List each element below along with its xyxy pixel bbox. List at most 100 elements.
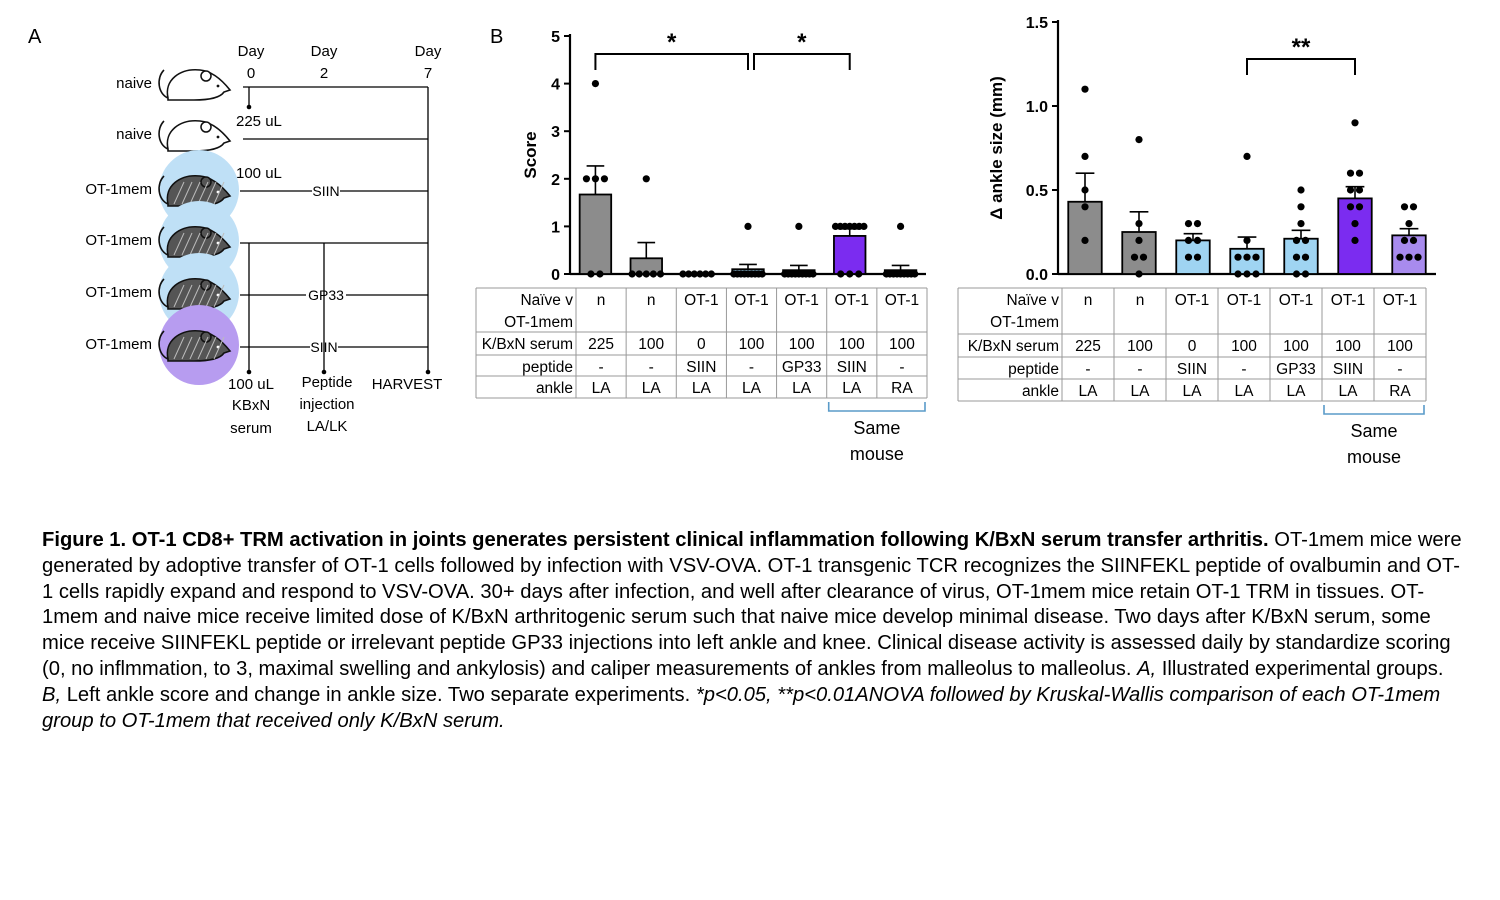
caption-text-a: Illustrated experimental groups. bbox=[1161, 657, 1444, 680]
data-point bbox=[1130, 253, 1139, 261]
mouse-icon bbox=[158, 330, 232, 362]
mouse-row-6: OT-1mem bbox=[85, 305, 239, 385]
table-cell: - bbox=[598, 359, 603, 376]
y-tick-label: 2 bbox=[551, 172, 560, 189]
group-table-score: Naïve v OT-1mem K/BxN serum peptide ankle n 22… bbox=[475, 287, 928, 464]
table-cell: SIIN bbox=[1177, 361, 1207, 378]
table-cell: 100 bbox=[638, 336, 664, 353]
data-point bbox=[1081, 186, 1089, 194]
mouse-row-label: naive bbox=[116, 126, 152, 143]
mouse-hatch bbox=[197, 336, 209, 360]
day2-label: Day bbox=[311, 43, 338, 60]
same-mouse-bracket bbox=[827, 402, 926, 412]
table-cell: LA bbox=[642, 380, 662, 397]
data-point bbox=[744, 222, 752, 230]
table-row-label: ankle bbox=[536, 380, 573, 397]
mouse-ear bbox=[200, 121, 212, 133]
table-cell: RA bbox=[1389, 383, 1411, 400]
mouse-hatch bbox=[213, 232, 225, 256]
table-cell: OT-1 bbox=[784, 292, 818, 309]
peptide-injection-line3: LA/LK bbox=[307, 418, 348, 435]
mouse-tail bbox=[158, 69, 169, 99]
data-point bbox=[1297, 220, 1305, 228]
data-point bbox=[1355, 169, 1364, 177]
y-tick-label: 3 bbox=[551, 124, 560, 141]
caption-stats: *p<0.05, **p<0.01ANOVA followed by Krusk… bbox=[42, 683, 1441, 732]
table-row-label: peptide bbox=[1008, 361, 1059, 378]
data-point bbox=[1346, 186, 1355, 194]
table-cell: SIIN bbox=[1333, 361, 1363, 378]
same-mouse-label-line2: mouse bbox=[850, 444, 904, 464]
significance-label: * bbox=[797, 29, 807, 56]
mouse-row-label: OT-1mem bbox=[85, 336, 152, 353]
table-cell: LA bbox=[792, 380, 812, 397]
ankle-size-chart: 0.0 0.5 1.0 1.5 Δ ankle size (mm) ** bbox=[987, 15, 1436, 284]
data-point bbox=[1184, 220, 1193, 228]
mouse-hatch bbox=[173, 284, 185, 308]
data-point bbox=[1405, 220, 1413, 228]
y-tick-label: 0 bbox=[551, 267, 560, 284]
mouse-hatch bbox=[197, 284, 209, 308]
data-point bbox=[1139, 253, 1148, 261]
mouse-icon bbox=[158, 69, 232, 101]
mouse-hatch bbox=[205, 284, 217, 308]
data-point bbox=[1301, 270, 1310, 278]
caption-text-b: Left ankle score and change in ankle siz… bbox=[66, 683, 691, 706]
mouse-ear bbox=[200, 70, 212, 82]
significance-label: ** bbox=[1292, 34, 1311, 61]
day7-number: 7 bbox=[424, 65, 432, 82]
caption-ref-a: A, bbox=[1137, 657, 1157, 680]
data-point bbox=[1081, 236, 1089, 244]
data-point bbox=[1184, 236, 1193, 244]
mouse-tail bbox=[158, 278, 169, 308]
data-point bbox=[1346, 169, 1355, 177]
table-cell: - bbox=[1241, 361, 1246, 378]
table-row-label: ankle bbox=[1022, 383, 1059, 400]
same-mouse-label-line2: mouse bbox=[1347, 447, 1401, 467]
harvest-label: HARVEST bbox=[372, 376, 443, 393]
y-tick-label: 1.0 bbox=[1026, 99, 1048, 116]
mouse-hatch bbox=[213, 336, 225, 360]
table-cell: 100 bbox=[1387, 338, 1413, 355]
table-cell: OT-1 bbox=[885, 292, 919, 309]
mouse-row-label: naive bbox=[116, 75, 152, 92]
table-cell: - bbox=[1085, 361, 1090, 378]
mouse-hatch bbox=[181, 284, 193, 308]
table-cell: GP33 bbox=[1276, 361, 1316, 378]
table-cell: 100 bbox=[739, 336, 765, 353]
data-point bbox=[685, 270, 693, 278]
table-cell: OT-1 bbox=[1331, 292, 1365, 309]
data-point bbox=[696, 270, 704, 278]
table-cell: 100 bbox=[839, 336, 865, 353]
table-cell: 100 bbox=[1283, 338, 1309, 355]
bar-4 bbox=[1229, 247, 1265, 275]
data-point bbox=[1297, 203, 1305, 211]
y-tick-label: 1.5 bbox=[1026, 15, 1048, 32]
figure-caption: Figure 1. OT-1 CD8+ TRM activation in jo… bbox=[42, 528, 1462, 734]
table-cell: OT-1 bbox=[684, 292, 718, 309]
table-cell: LA bbox=[842, 380, 862, 397]
data-point bbox=[1243, 152, 1251, 160]
data-point bbox=[1400, 236, 1409, 244]
table-row-label: Naïve v bbox=[1006, 292, 1059, 309]
data-point bbox=[1193, 253, 1202, 261]
data-point bbox=[591, 80, 600, 88]
panel-b-label: B bbox=[490, 26, 503, 48]
table-cell: OT-1 bbox=[1279, 292, 1313, 309]
peptide-injection-line1: Peptide bbox=[302, 374, 353, 391]
data-point bbox=[1351, 119, 1359, 127]
data-point bbox=[1193, 236, 1202, 244]
mouse-row-2: naive bbox=[116, 120, 232, 152]
serum-label-line2: KBxN bbox=[232, 397, 270, 414]
table-row-label: Naïve v bbox=[520, 292, 573, 309]
caption-body: OT-1mem mice were generated by adoptive … bbox=[42, 529, 1462, 680]
table-cell: n bbox=[647, 292, 656, 309]
table-cell: OT-1 bbox=[734, 292, 768, 309]
score-chart: B 0 1 2 3 4 5 Score * * bbox=[490, 26, 926, 284]
mouse-hatch bbox=[189, 181, 201, 205]
mouse-tail bbox=[158, 175, 169, 205]
timeline-dots bbox=[246, 104, 431, 375]
table-cell: LA bbox=[1287, 383, 1307, 400]
table-cell: SIIN bbox=[686, 359, 716, 376]
serum-label-line3: serum bbox=[230, 420, 272, 437]
